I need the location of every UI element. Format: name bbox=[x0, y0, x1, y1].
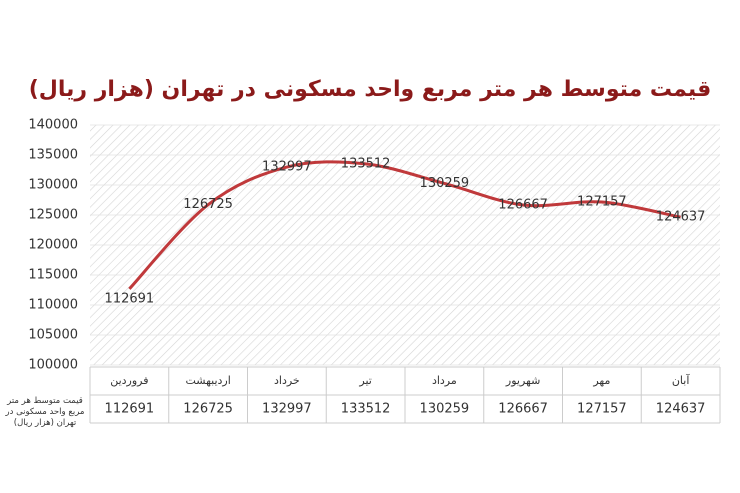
x-tick-label: اردیبهشت bbox=[185, 374, 230, 387]
data-line bbox=[128, 160, 681, 290]
data-label: 132997 bbox=[262, 160, 312, 175]
table-row-label: قیمت متوسط هر متر مربع واحد مسکونی در ته… bbox=[5, 396, 85, 428]
y-tick-label: 130000 bbox=[28, 178, 78, 193]
data-label: 124637 bbox=[656, 210, 706, 225]
table-value: 126725 bbox=[183, 402, 233, 417]
y-tick-label: 120000 bbox=[28, 238, 78, 253]
x-tick-label: آبان bbox=[672, 373, 690, 387]
table-value: 112691 bbox=[105, 402, 155, 417]
x-tick-label: تیر bbox=[358, 374, 371, 387]
x-tick-label: فروردین bbox=[110, 374, 148, 387]
chart-title: قیمت متوسط هر متر مربع واحد مسکونی در ته… bbox=[29, 77, 712, 102]
x-tick-label: مرداد bbox=[432, 374, 457, 387]
data-label: 126667 bbox=[498, 197, 548, 212]
x-tick-label: خرداد bbox=[274, 374, 300, 387]
y-tick-label: 140000 bbox=[28, 118, 78, 133]
y-tick-label: 135000 bbox=[28, 148, 78, 163]
x-tick-label: مهر bbox=[592, 374, 610, 387]
y-tick-label: 110000 bbox=[28, 298, 78, 313]
y-tick-label: 125000 bbox=[28, 208, 78, 223]
table-value: 124637 bbox=[656, 402, 706, 417]
y-tick-label: 100000 bbox=[28, 358, 78, 373]
table-value: 133512 bbox=[341, 402, 391, 417]
table-value: 132997 bbox=[262, 402, 312, 417]
data-label: 127157 bbox=[577, 195, 627, 210]
data-label: 130259 bbox=[420, 176, 470, 191]
data-label: 126725 bbox=[183, 197, 233, 212]
y-tick-label: 115000 bbox=[28, 268, 78, 283]
table-value: 130259 bbox=[420, 402, 470, 417]
data-label: 112691 bbox=[105, 291, 155, 306]
y-tick-label: 105000 bbox=[28, 328, 78, 343]
table-value: 127157 bbox=[577, 402, 627, 417]
table-value: 126667 bbox=[498, 402, 548, 417]
x-tick-label: شهریور bbox=[505, 374, 540, 387]
data-label: 133512 bbox=[341, 156, 391, 171]
